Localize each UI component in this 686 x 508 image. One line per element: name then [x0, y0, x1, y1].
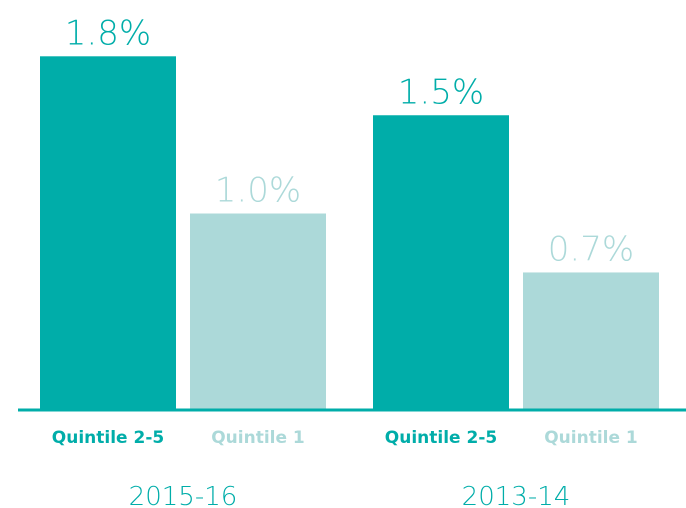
value-label: 1.5%	[398, 72, 484, 112]
category-label: 2015-16	[129, 482, 238, 508]
value-label: 1.8%	[65, 13, 151, 53]
series-label: Quintile 1	[211, 428, 305, 448]
series-label: Quintile 2-5	[52, 428, 164, 448]
bar	[373, 115, 509, 410]
value-label: 1.0%	[215, 171, 301, 211]
bar	[523, 272, 659, 410]
series-label: Quintile 1	[544, 428, 638, 448]
series-label: Quintile 2-5	[385, 428, 497, 448]
bar	[40, 56, 176, 411]
category-label: 2013-14	[462, 482, 571, 508]
value-label: 0.7%	[548, 229, 634, 269]
bar	[190, 213, 326, 410]
